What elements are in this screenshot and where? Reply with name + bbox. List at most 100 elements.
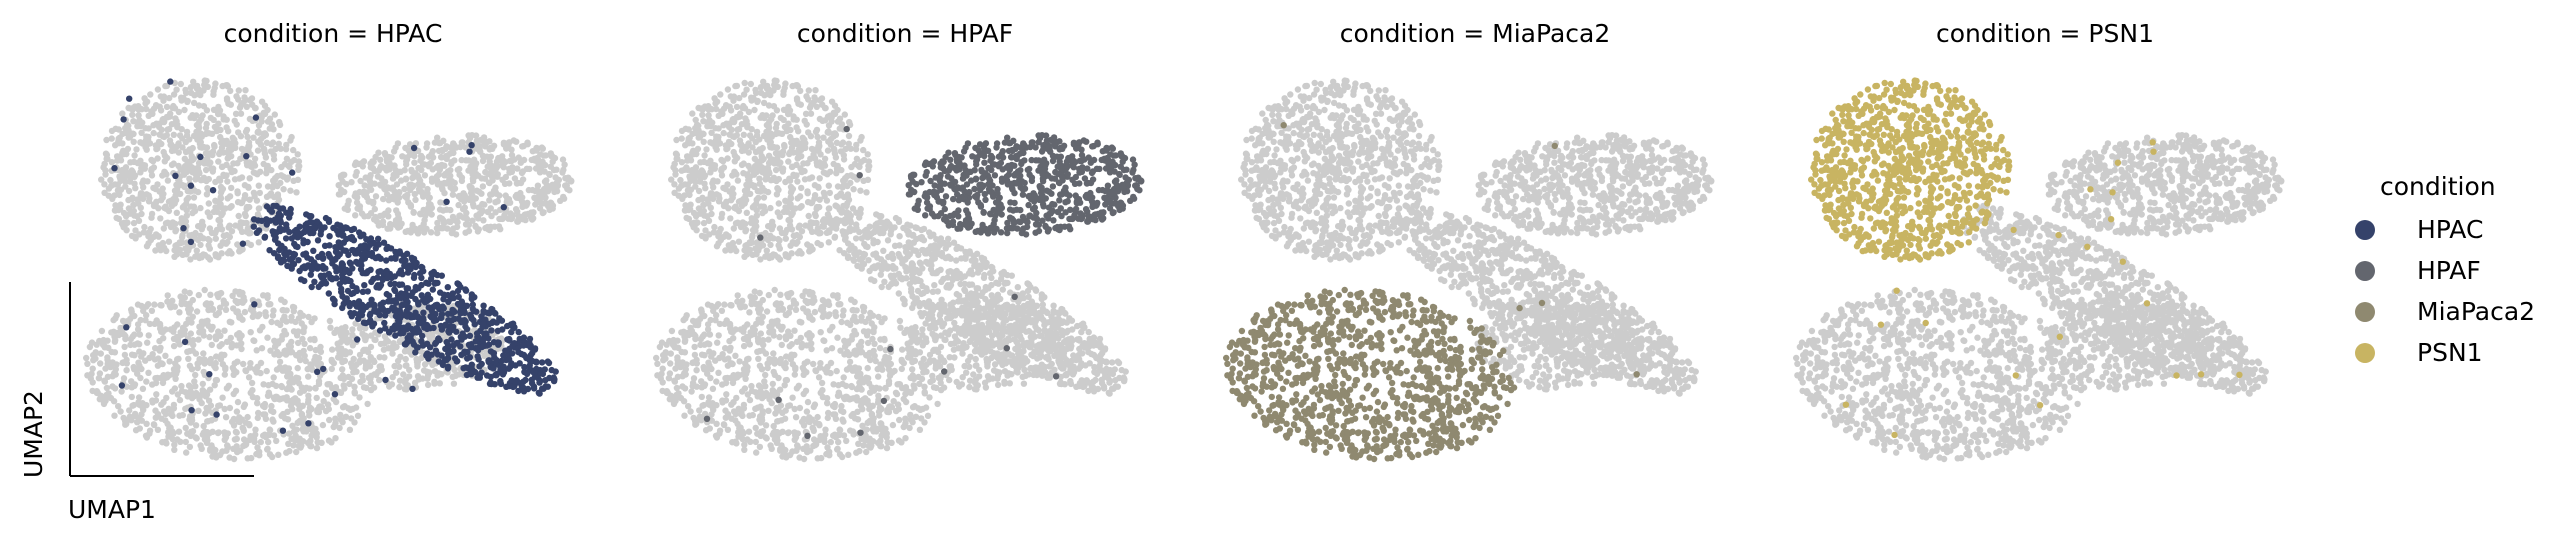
background-cell-point xyxy=(219,82,226,90)
background-cell-point xyxy=(479,157,487,165)
background-cell-point xyxy=(475,188,483,195)
background-cell-point xyxy=(119,110,126,117)
background-cell-point xyxy=(326,416,333,424)
background-cell-point xyxy=(442,153,450,160)
highlighted-cell-point xyxy=(503,383,510,390)
background-cell-point xyxy=(362,335,369,342)
background-cell-point xyxy=(806,175,813,182)
background-cell-point xyxy=(176,246,184,253)
background-cell-point xyxy=(540,152,547,159)
background-cell-point xyxy=(189,347,196,354)
highlighted-cell-point xyxy=(522,376,529,384)
highlighted-cell-point xyxy=(443,198,450,205)
background-cell-point xyxy=(201,81,208,89)
background-cell-point xyxy=(171,247,178,254)
background-cell-point xyxy=(191,114,198,122)
background-cell-point xyxy=(160,335,167,342)
background-cell-point xyxy=(724,86,732,93)
background-cell-point xyxy=(234,190,241,197)
background-cell-point xyxy=(234,331,241,338)
background-cell-point xyxy=(857,137,864,144)
background-cell-point xyxy=(134,419,141,426)
background-cell-point xyxy=(155,233,162,240)
highlighted-cell-point xyxy=(396,248,403,255)
background-cell-point xyxy=(751,106,758,114)
background-cell-point xyxy=(731,152,739,159)
background-cell-point xyxy=(186,416,193,423)
background-cell-point xyxy=(219,394,226,401)
background-cell-point xyxy=(274,172,281,180)
background-cell-point xyxy=(811,182,819,189)
background-cell-point xyxy=(160,372,167,379)
background-cell-point xyxy=(122,164,130,171)
background-cell-point xyxy=(768,133,775,140)
highlighted-cell-point xyxy=(372,254,379,262)
background-cell-point xyxy=(276,358,284,366)
background-cell-point xyxy=(287,187,294,194)
background-cell-point xyxy=(164,177,172,184)
background-cell-point xyxy=(826,189,833,197)
background-cell-point xyxy=(311,315,318,322)
highlighted-cell-point xyxy=(397,295,404,302)
background-cell-point xyxy=(185,247,192,254)
background-cell-point xyxy=(299,312,307,319)
highlighted-cell-point xyxy=(371,306,379,314)
background-cell-point xyxy=(458,174,466,181)
background-cell-point xyxy=(785,120,792,127)
background-cell-point xyxy=(465,221,473,229)
background-cell-point xyxy=(283,449,290,456)
background-cell-point xyxy=(478,175,485,182)
background-cell-point xyxy=(162,352,169,359)
background-cell-point xyxy=(749,204,757,211)
background-cell-point xyxy=(677,176,684,184)
background-cell-point xyxy=(768,224,775,231)
highlighted-cell-point xyxy=(206,371,213,378)
background-cell-point xyxy=(264,334,271,341)
background-cell-point xyxy=(270,156,278,163)
background-cell-point xyxy=(402,379,409,387)
background-cell-point xyxy=(295,442,302,450)
background-cell-point xyxy=(390,342,397,349)
background-cell-point xyxy=(741,79,748,87)
background-cell-point xyxy=(263,367,270,375)
background-cell-point xyxy=(383,336,390,344)
background-cell-point xyxy=(712,125,719,132)
background-cell-point xyxy=(431,378,438,385)
highlighted-cell-point xyxy=(479,336,487,343)
highlighted-cell-point xyxy=(526,362,533,369)
background-cell-point xyxy=(289,422,296,429)
highlighted-cell-point xyxy=(429,286,436,293)
background-cell-point xyxy=(237,133,245,140)
background-cell-point xyxy=(233,408,241,415)
background-cell-point xyxy=(207,114,214,122)
highlighted-cell-point xyxy=(376,284,383,291)
background-cell-point xyxy=(175,149,182,156)
highlighted-cell-point xyxy=(289,255,296,262)
background-cell-point xyxy=(154,86,162,93)
background-cell-point xyxy=(379,218,387,225)
background-cell-point xyxy=(173,209,180,216)
background-cell-point xyxy=(400,371,407,378)
background-cell-point xyxy=(160,399,167,406)
background-cell-point xyxy=(367,181,374,188)
highlighted-cell-point xyxy=(282,250,290,257)
background-cell-point xyxy=(108,182,115,189)
background-cell-point xyxy=(262,154,270,161)
highlighted-cell-point xyxy=(390,326,397,333)
background-cell-point xyxy=(183,449,190,456)
background-cell-point xyxy=(795,100,802,107)
background-cell-point xyxy=(559,169,566,176)
background-cell-point xyxy=(172,360,179,367)
highlighted-cell-point xyxy=(402,257,409,264)
background-cell-point xyxy=(775,175,782,183)
background-cell-point xyxy=(563,182,570,189)
background-cell-point xyxy=(529,209,537,216)
background-cell-point xyxy=(214,429,222,437)
background-cell-point xyxy=(773,191,781,198)
background-cell-point xyxy=(327,324,334,331)
background-cell-point xyxy=(213,311,220,319)
background-cell-point xyxy=(255,182,262,189)
background-cell-point xyxy=(435,162,442,170)
background-cell-point xyxy=(226,193,234,200)
background-cell-point xyxy=(132,227,139,234)
